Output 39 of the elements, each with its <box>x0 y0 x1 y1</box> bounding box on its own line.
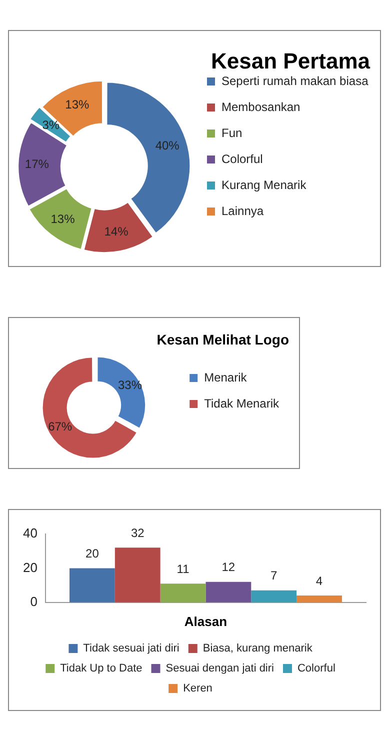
y-tick-label: 20 <box>22 560 38 575</box>
legend-label: Sesuai dengan jati diri <box>166 662 274 675</box>
data-label: 4 <box>316 574 323 588</box>
legend-label: Lainnya <box>222 204 264 218</box>
data-label: 7 <box>270 568 278 583</box>
legend-label: Seperti rumah makan biasa <box>222 74 369 88</box>
data-label: 13% <box>50 212 76 226</box>
legend-label: Fun <box>222 126 242 140</box>
data-label: 40% <box>155 138 180 152</box>
bar <box>70 568 115 602</box>
bar <box>251 590 297 602</box>
legend-label: Colorful <box>297 662 336 675</box>
data-label: 14% <box>104 224 129 239</box>
x-axis-title: Alasan <box>184 614 228 629</box>
data-label: 17% <box>24 156 50 171</box>
data-label: 67% <box>48 419 72 434</box>
data-label: 32 <box>130 526 145 540</box>
y-tick-label: 0 <box>30 594 38 609</box>
data-label: 20 <box>86 546 100 561</box>
legend-label: Colorful <box>222 152 263 166</box>
chart-title: Kesan Melihat Logo <box>156 331 289 348</box>
legend-label: Membosankan <box>222 100 300 114</box>
bar <box>206 582 252 602</box>
data-label: 33% <box>118 378 142 392</box>
legend-label: Keren <box>183 682 212 695</box>
legend-label: Tidak sesuai jati diri <box>83 642 180 655</box>
data-label: 12 <box>222 560 236 574</box>
y-tick-label: 40 <box>22 526 38 541</box>
legend-label: Tidak Up to Date <box>60 662 142 675</box>
legend-label: Kurang Menarik <box>222 178 308 192</box>
bar <box>160 584 206 602</box>
legend-label: Biasa, kurang menarik <box>202 642 313 655</box>
legend-label: Menarik <box>204 370 248 384</box>
text: Kesan Pertama <box>211 48 371 74</box>
data-label: 11 <box>176 562 190 576</box>
bar <box>296 596 342 602</box>
bar <box>114 548 160 602</box>
legend-label: Tidak Menarik <box>204 396 280 410</box>
data-label: 13% <box>65 98 90 112</box>
